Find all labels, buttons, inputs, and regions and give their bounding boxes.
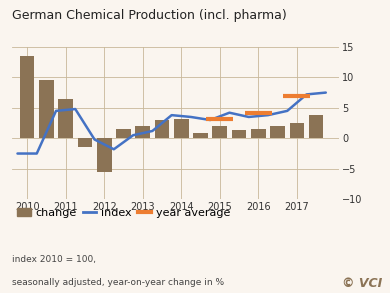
Bar (213, 126, 227, 138)
Bar (97, 138, 112, 172)
Text: © VCI: © VCI (342, 277, 382, 290)
Bar (290, 123, 304, 138)
Bar (155, 120, 169, 138)
Bar (116, 129, 131, 138)
Bar (251, 129, 266, 138)
Bar (232, 130, 246, 138)
Bar (20, 56, 34, 138)
Bar (174, 119, 189, 138)
Bar (193, 133, 208, 138)
Bar (58, 99, 73, 138)
Legend: change, index, year average: change, index, year average (17, 208, 230, 218)
Text: German Chemical Production (incl. pharma): German Chemical Production (incl. pharma… (12, 9, 286, 22)
Bar (135, 126, 150, 138)
Text: index 2010 = 100,: index 2010 = 100, (12, 255, 96, 264)
Bar (270, 126, 285, 138)
Bar (39, 80, 54, 138)
Text: seasonally adjusted, year-on-year change in %: seasonally adjusted, year-on-year change… (12, 278, 224, 287)
Bar (78, 138, 92, 147)
Bar (309, 115, 323, 138)
